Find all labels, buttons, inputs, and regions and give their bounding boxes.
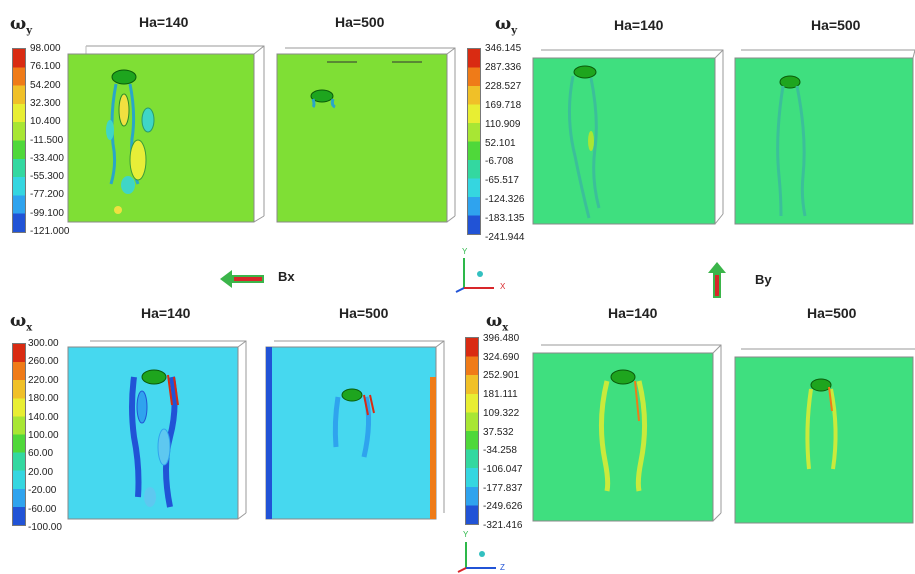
contour-panel-bl-ha140 — [67, 340, 247, 520]
colorbar-tick-label: 100.00 — [28, 430, 59, 441]
colorbar-tick-label: 346.145 — [485, 43, 522, 54]
colorbar-tr — [467, 48, 481, 235]
colorbar-tick-label: 76.100 — [30, 61, 61, 73]
colorbar-tick-label: 52.101 — [485, 137, 516, 149]
colorbar-tick-label: 324.690 — [483, 351, 520, 363]
colorbar-tick-label: -100.00 — [28, 522, 62, 533]
colorbar-tick-label: 109.322 — [483, 407, 520, 419]
ha140-title-tr: Ha=140 — [614, 17, 664, 33]
contour-panel-br-ha140 — [532, 344, 722, 522]
colorbar-tick-label: -34.258 — [483, 445, 517, 457]
contour-panel-br-ha500 — [734, 348, 915, 524]
colorbar-tick-label: 228.527 — [485, 80, 522, 92]
colorbar-tick-label: 98.000 — [30, 43, 61, 54]
colorbar-tick-label: 260.00 — [28, 356, 59, 368]
colorbar-tick-label: 10.400 — [30, 116, 61, 128]
colorbar-tick-label: -121.000 — [30, 226, 70, 237]
colorbar-tick-label: 140.00 — [28, 411, 59, 423]
ha500-title-tr: Ha=500 — [811, 17, 861, 33]
colorbar-tick-label: 37.532 — [483, 426, 514, 438]
contour-panel-tr-ha140 — [532, 49, 724, 225]
colorbar-tick-label: 252.901 — [483, 370, 520, 382]
colorbar-tl — [12, 48, 26, 233]
colorbar-tick-label: -106.047 — [483, 463, 523, 475]
ha140-title-bl: Ha=140 — [141, 305, 191, 321]
colorbar-tick-label: -183.135 — [485, 213, 525, 225]
colorbar-tick-label: -6.708 — [485, 156, 514, 168]
colorbar-br — [465, 337, 479, 525]
colorbar-tick-label: -124.326 — [485, 194, 525, 206]
axis-x-label-top: X — [500, 282, 506, 291]
colorbar-tick-label: -60.00 — [28, 503, 57, 515]
colorbar-tick-label: -55.300 — [30, 171, 64, 183]
colorbar-tick-label: 110.909 — [485, 118, 521, 130]
colorbar-tick-label: -99.100 — [30, 207, 64, 219]
colorbar-tick-label: -177.837 — [483, 482, 523, 494]
colorbar-tick-label: 220.00 — [28, 374, 59, 386]
colorbar-tick-label: -33.400 — [30, 152, 64, 164]
contour-panel-tl-ha500 — [276, 47, 456, 223]
colorbar-tick-label: 32.300 — [30, 97, 61, 109]
colorbar-tick-label: 181.111 — [483, 389, 518, 401]
ha140-title-br: Ha=140 — [608, 305, 658, 321]
contour-panel-bl-ha500 — [265, 340, 445, 520]
colorbar-tick-label: -11.500 — [30, 134, 64, 146]
colorbar-tick-label: -65.517 — [485, 175, 519, 187]
colorbar-tick-label: 60.00 — [28, 448, 54, 460]
colorbar-tick-label: -241.944 — [485, 232, 525, 243]
colorbar-tick-label: 20.00 — [28, 466, 54, 478]
axis-triad-xy-icon — [455, 258, 494, 293]
contour-panel-tr-ha500 — [734, 49, 915, 225]
contour-panel-tl-ha140 — [67, 45, 265, 223]
colorbar-bl — [12, 343, 26, 526]
colorbar-tick-label: 180.00 — [28, 393, 59, 405]
axis-y-label-bottom: Y — [463, 530, 469, 539]
colorbar-tick-label: -77.200 — [30, 189, 64, 201]
colorbar-tick-label: 169.718 — [485, 99, 522, 111]
colorbar-tick-label: 287.336 — [485, 61, 522, 73]
ha500-title-br: Ha=500 — [807, 305, 857, 321]
colorbar-tick-label: -20.00 — [28, 485, 57, 497]
axis-z-label-bottom: Z — [500, 563, 505, 572]
colorbar-tick-label: 396.480 — [483, 333, 520, 344]
ha500-title-bl: Ha=500 — [339, 305, 389, 321]
by-label: By — [755, 272, 772, 287]
by-arrow-icon — [708, 262, 726, 298]
omega-y-label-tr: ωy — [495, 14, 517, 37]
colorbar-tick-label: -249.626 — [483, 501, 523, 513]
ha140-title-tl: Ha=140 — [139, 14, 189, 30]
omega-y-label-tl: ωy — [10, 14, 32, 37]
axis-y-label-top: Y — [462, 247, 468, 256]
bx-label: Bx — [278, 269, 295, 284]
colorbar-tick-label: 54.200 — [30, 79, 61, 91]
ha500-title-tl: Ha=500 — [335, 14, 385, 30]
axis-triad-yz-icon — [457, 542, 496, 573]
colorbar-tick-label: -321.416 — [483, 520, 523, 531]
omega-x-label-bl: ωx — [10, 311, 33, 334]
bx-arrow-icon — [220, 270, 264, 288]
colorbar-tick-label: 300.00 — [28, 338, 59, 349]
omega-x-label-br: ωx — [486, 311, 509, 334]
